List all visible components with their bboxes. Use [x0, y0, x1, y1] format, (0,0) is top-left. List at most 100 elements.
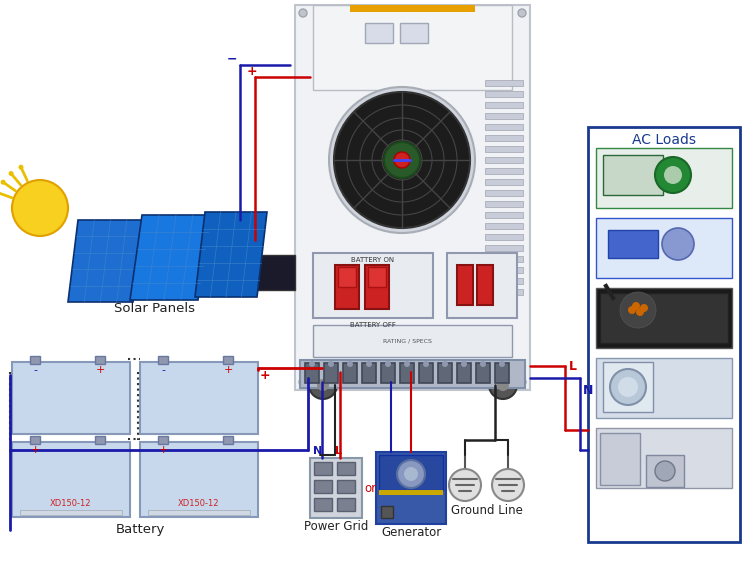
- Circle shape: [480, 361, 486, 367]
- Bar: [400, 363, 414, 383]
- Bar: [379, 490, 443, 495]
- Circle shape: [499, 361, 505, 367]
- Bar: [485, 80, 523, 86]
- Text: L: L: [334, 446, 341, 456]
- Bar: [485, 289, 523, 295]
- Circle shape: [366, 361, 372, 367]
- Text: +: +: [95, 365, 105, 375]
- Circle shape: [636, 308, 644, 316]
- Bar: [476, 363, 490, 383]
- Text: −: −: [226, 53, 237, 66]
- Circle shape: [394, 152, 410, 168]
- Bar: [419, 363, 433, 383]
- Bar: [603, 155, 663, 195]
- Bar: [324, 363, 338, 383]
- Bar: [95, 436, 105, 444]
- Bar: [495, 363, 509, 383]
- Circle shape: [1, 180, 6, 185]
- Circle shape: [404, 467, 418, 481]
- Circle shape: [628, 306, 636, 314]
- Circle shape: [423, 361, 429, 367]
- Bar: [485, 157, 523, 163]
- Circle shape: [299, 9, 307, 17]
- Text: XD150-12: XD150-12: [50, 499, 92, 508]
- Bar: [158, 436, 168, 444]
- Bar: [300, 360, 525, 388]
- Bar: [310, 458, 362, 518]
- Bar: [337, 498, 355, 511]
- Polygon shape: [248, 255, 295, 290]
- Bar: [600, 433, 640, 485]
- Bar: [365, 23, 393, 43]
- Circle shape: [497, 379, 509, 391]
- Bar: [223, 356, 233, 364]
- Circle shape: [655, 157, 691, 193]
- Bar: [477, 265, 493, 305]
- Circle shape: [385, 361, 391, 367]
- Polygon shape: [130, 215, 210, 300]
- Text: BATTERY OFF: BATTERY OFF: [350, 322, 396, 328]
- Text: XD150-12: XD150-12: [178, 499, 220, 508]
- Bar: [596, 428, 732, 488]
- Bar: [343, 363, 357, 383]
- Circle shape: [449, 469, 481, 501]
- Polygon shape: [195, 212, 267, 297]
- Bar: [600, 293, 728, 343]
- Bar: [335, 265, 359, 309]
- Text: +: +: [30, 445, 40, 455]
- Bar: [376, 452, 446, 524]
- Text: Generator: Generator: [381, 527, 441, 540]
- Bar: [30, 356, 40, 364]
- Bar: [314, 480, 332, 493]
- Text: +: +: [247, 65, 257, 77]
- Circle shape: [329, 87, 475, 233]
- Bar: [314, 498, 332, 511]
- Bar: [596, 288, 732, 348]
- Bar: [313, 5, 512, 90]
- Circle shape: [664, 166, 682, 184]
- Bar: [379, 455, 443, 490]
- Text: +: +: [260, 369, 270, 381]
- Bar: [608, 230, 658, 258]
- Bar: [596, 218, 732, 278]
- Text: N: N: [314, 446, 322, 456]
- Text: L: L: [569, 360, 577, 373]
- Bar: [158, 356, 168, 364]
- Text: -: -: [33, 365, 37, 375]
- Bar: [485, 168, 523, 174]
- Text: Battery: Battery: [116, 523, 165, 536]
- Circle shape: [317, 379, 329, 391]
- Circle shape: [309, 371, 337, 399]
- Circle shape: [492, 469, 524, 501]
- Circle shape: [8, 171, 14, 176]
- Circle shape: [662, 228, 694, 260]
- Bar: [447, 253, 517, 318]
- Bar: [338, 267, 356, 287]
- Polygon shape: [68, 220, 143, 302]
- Text: +: +: [158, 445, 168, 455]
- Bar: [400, 23, 428, 43]
- Bar: [20, 510, 122, 515]
- Bar: [337, 480, 355, 493]
- Circle shape: [610, 369, 646, 405]
- Bar: [438, 363, 452, 383]
- Text: +: +: [224, 365, 232, 375]
- Bar: [368, 267, 386, 287]
- Circle shape: [384, 142, 420, 178]
- Circle shape: [632, 302, 640, 310]
- Bar: [457, 363, 471, 383]
- Bar: [485, 278, 523, 284]
- Circle shape: [334, 92, 470, 228]
- Bar: [485, 146, 523, 152]
- Text: Solar Panels: Solar Panels: [115, 301, 196, 315]
- Circle shape: [618, 377, 638, 397]
- Bar: [485, 113, 523, 119]
- Bar: [223, 436, 233, 444]
- Bar: [305, 363, 319, 383]
- Bar: [350, 5, 475, 12]
- Bar: [313, 325, 512, 357]
- Bar: [362, 363, 376, 383]
- Circle shape: [19, 165, 23, 170]
- Text: -: -: [98, 445, 102, 455]
- Bar: [485, 245, 523, 251]
